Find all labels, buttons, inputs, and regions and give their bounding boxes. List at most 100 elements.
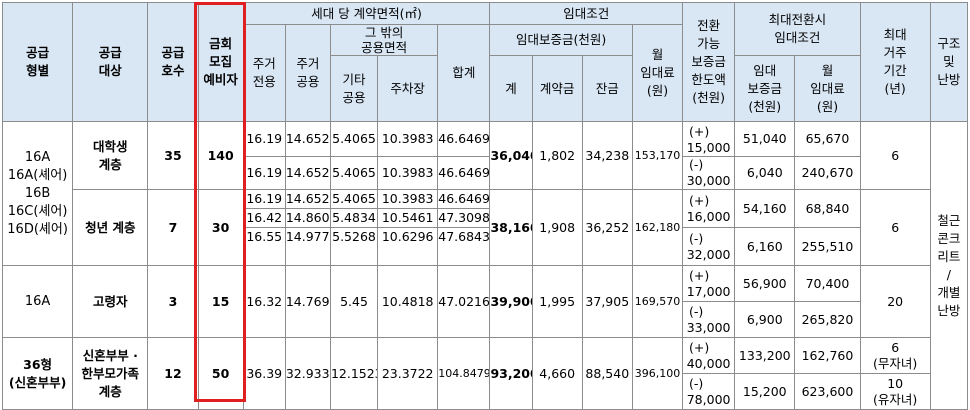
header-area-parking: 주차장	[377, 55, 439, 122]
reserve-count-cell: 50	[197, 337, 244, 410]
header-area-exclusive: 주거 전용	[242, 24, 286, 122]
area-other-cell: 12.1523	[329, 337, 379, 410]
supply-units-cell: 35	[147, 121, 199, 190]
deposit-total-cell: 39,900	[489, 265, 533, 338]
area-common-cell: 32.9334	[284, 337, 331, 410]
area-excl-cell: 16.42	[242, 208, 286, 228]
conversion-plus-cell: (+) 17,000	[682, 265, 736, 302]
conversion-minus-cell: (-) 78,000	[682, 373, 736, 410]
max-plus-deposit-cell: 54,160	[734, 189, 796, 228]
area-total-cell: 46.6469	[437, 189, 491, 209]
max-plus-deposit-cell: 56,900	[734, 265, 796, 302]
conversion-minus-amount: 32,000	[686, 246, 731, 262]
deposit-balance-cell: 88,540	[581, 337, 633, 410]
conversion-minus-cell: (-) 32,000	[682, 227, 736, 266]
deposit-total-cell: 36,040	[489, 121, 533, 190]
max-minus-deposit-cell: 6,040	[734, 156, 796, 190]
conversion-plus-amount: 40,000	[686, 355, 731, 371]
area-parking-cell: 10.3983	[377, 121, 439, 157]
minus-sign: (-)	[689, 230, 704, 246]
header-max-conv-deposit: 임대 보증금 (천원)	[734, 55, 796, 122]
area-common-cell: 14.8603	[284, 208, 331, 228]
deposit-total-cell: 38,160	[489, 189, 533, 266]
plus-sign: (+)	[689, 192, 710, 208]
deposit-contract-cell: 1,995	[531, 265, 583, 338]
header-area-group: 세대 당 계약면적(㎡)	[242, 2, 491, 25]
area-parking-cell: 10.5461	[377, 208, 439, 228]
area-parking-cell: 10.3983	[377, 156, 439, 190]
area-common-cell: 14.9779	[284, 227, 331, 266]
header-deposit-total: 계	[489, 55, 533, 122]
deposit-balance-cell: 36,252	[581, 189, 633, 266]
reserve-count-cell: 15	[197, 265, 244, 338]
monthly-rent-cell: 169,570	[631, 265, 684, 338]
supply-type-cell: 36형 (신혼부부)	[1, 337, 74, 410]
area-common-cell: 14.6521	[284, 156, 331, 190]
max-plus-rent-cell: 65,670	[794, 121, 861, 157]
area-common-cell: 14.7698	[284, 265, 331, 338]
header-area-other-common: 기타 공용	[329, 55, 379, 122]
area-parking-cell: 23.3722	[377, 337, 439, 410]
conversion-plus-cell: (+) 16,000	[682, 189, 736, 228]
header-lease-group: 임대조건	[489, 2, 684, 25]
deposit-total-cell: 93,200	[489, 337, 533, 410]
max-minus-rent-cell: 240,670	[794, 156, 861, 190]
header-deposit-group: 임대보증금(천원)	[489, 24, 633, 56]
plus-sign: (+)	[689, 267, 710, 283]
monthly-rent-cell: 162,180	[631, 189, 684, 266]
header-max-conv-rent: 월 임대료 (원)	[794, 55, 861, 122]
deposit-balance-cell: 34,238	[581, 121, 633, 190]
minus-sign: (-)	[689, 303, 704, 319]
max-minus-rent-cell: 623,600	[794, 373, 861, 410]
deposit-contract-cell: 1,908	[531, 189, 583, 266]
area-excl-cell: 16.32	[242, 265, 286, 338]
supply-target-cell: 신혼부부 · 한부모가족 계층	[72, 337, 149, 410]
header-area-total: 합계	[437, 24, 491, 122]
max-residence-cell: 6	[859, 189, 931, 266]
conversion-plus-amount: 17,000	[686, 283, 731, 299]
max-plus-rent-cell: 68,840	[794, 189, 861, 228]
area-total-cell: 46.6469	[437, 121, 491, 157]
minus-sign: (-)	[689, 157, 704, 173]
max-minus-deposit-cell: 6,900	[734, 301, 796, 338]
conversion-minus-amount: 33,000	[686, 319, 731, 335]
area-excl-cell: 36.39	[242, 337, 286, 410]
max-residence-cell: 6	[859, 121, 931, 190]
reserve-count-cell: 30	[197, 189, 244, 266]
max-minus-rent-cell: 265,820	[794, 301, 861, 338]
header-area-other-group: 그 밖의 공용면적	[329, 24, 439, 56]
monthly-rent-cell: 396,100	[631, 337, 684, 410]
max-minus-deposit-cell: 6,160	[734, 227, 796, 266]
supply-target-cell: 대학생 계층	[72, 121, 149, 190]
header-max-conversion-group: 최대전환시 임대조건	[734, 2, 861, 56]
area-total-cell: 46.6469	[437, 156, 491, 190]
area-parking-cell: 10.4818	[377, 265, 439, 338]
structure-cell: 철근 콘크 리트 / 개별 난방	[929, 121, 969, 410]
conversion-minus-amount: 30,000	[686, 173, 731, 188]
plus-sign: (+)	[689, 339, 710, 355]
header-deposit-balance: 잔금	[581, 55, 633, 122]
header-supply-target: 공급 대상	[72, 2, 149, 122]
supply-units-cell: 7	[147, 189, 199, 266]
max-residence-cell: 20	[859, 265, 931, 338]
deposit-contract-cell: 1,802	[531, 121, 583, 190]
max-plus-deposit-cell: 51,040	[734, 121, 796, 157]
conversion-minus-cell: (-) 33,000	[682, 301, 736, 338]
conversion-plus-cell: (+) 40,000	[682, 337, 736, 374]
header-deposit-contract: 계약금	[531, 55, 583, 122]
header-monthly-rent: 월 임대료 (원)	[631, 24, 684, 122]
conversion-minus-cell: (-) 30,000	[682, 156, 736, 190]
area-parking-cell: 10.6296	[377, 227, 439, 266]
area-excl-cell: 16.55	[242, 227, 286, 266]
area-common-cell: 14.6521	[284, 189, 331, 209]
area-other-cell: 5.5268	[329, 227, 379, 266]
area-total-cell: 104.8479	[437, 337, 491, 410]
max-plus-rent-cell: 70,400	[794, 265, 861, 302]
deposit-balance-cell: 37,905	[581, 265, 633, 338]
max-residence-with-child-cell: 10 (유자녀)	[859, 373, 931, 410]
conversion-minus-amount: 78,000	[686, 391, 731, 407]
max-residence-no-child-cell: 6 (무자녀)	[859, 337, 931, 374]
max-plus-rent-cell: 162,760	[794, 337, 861, 374]
header-conversion-limit: 전환 가능 보증금 한도액 (천원)	[682, 2, 736, 122]
